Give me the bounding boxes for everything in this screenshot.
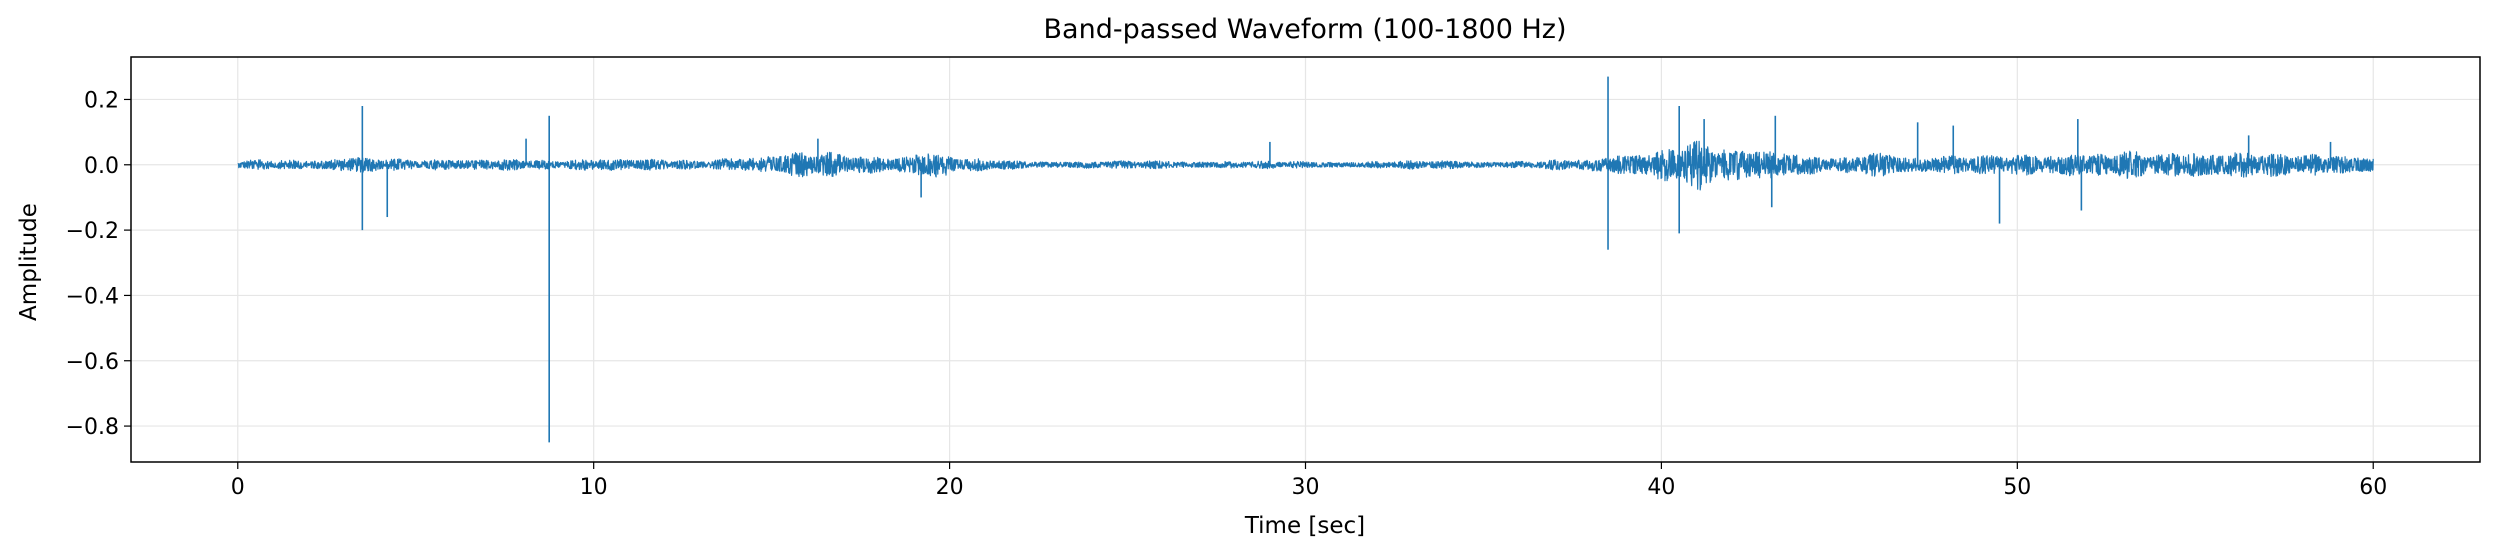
plot-area: [237, 76, 2374, 443]
x-tick-label: 50: [2003, 475, 2031, 500]
chart-title: Band-passed Waveform (100-1800 Hz): [1044, 14, 1567, 45]
x-tick-label: 20: [936, 475, 964, 500]
x-tick-label: 30: [1292, 475, 1320, 500]
waveform-series: [237, 140, 2374, 191]
x-tick-label: 60: [2359, 475, 2387, 500]
y-tick-label: −0.8: [66, 415, 119, 440]
y-tick-label: −0.2: [66, 219, 119, 244]
y-axis-label: Amplitude: [16, 203, 42, 321]
y-tick-label: −0.6: [66, 350, 119, 375]
axis-ticks: 0 10 20 30 40 50 60 0.2 0.0 −0.2 −0.4 −0.6 −0.8: [66, 88, 2388, 500]
y-tick-label: −0.4: [66, 284, 119, 309]
x-tick-label: 10: [580, 475, 608, 500]
y-tick-label: 0.2: [84, 88, 119, 113]
x-axis-label: Time [sec]: [1244, 513, 1365, 539]
x-tick-label: 40: [1647, 475, 1675, 500]
y-tick-label: 0.0: [84, 154, 119, 179]
x-tick-label: 0: [231, 475, 245, 500]
